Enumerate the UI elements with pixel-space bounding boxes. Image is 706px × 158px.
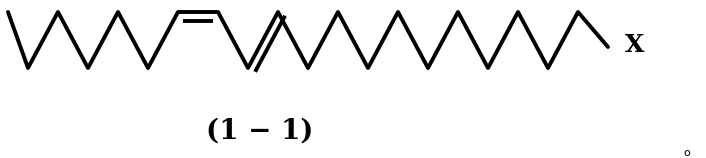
- Text: X: X: [625, 33, 645, 57]
- Text: (1 − 1): (1 − 1): [206, 118, 313, 145]
- Text: o: o: [683, 148, 690, 158]
